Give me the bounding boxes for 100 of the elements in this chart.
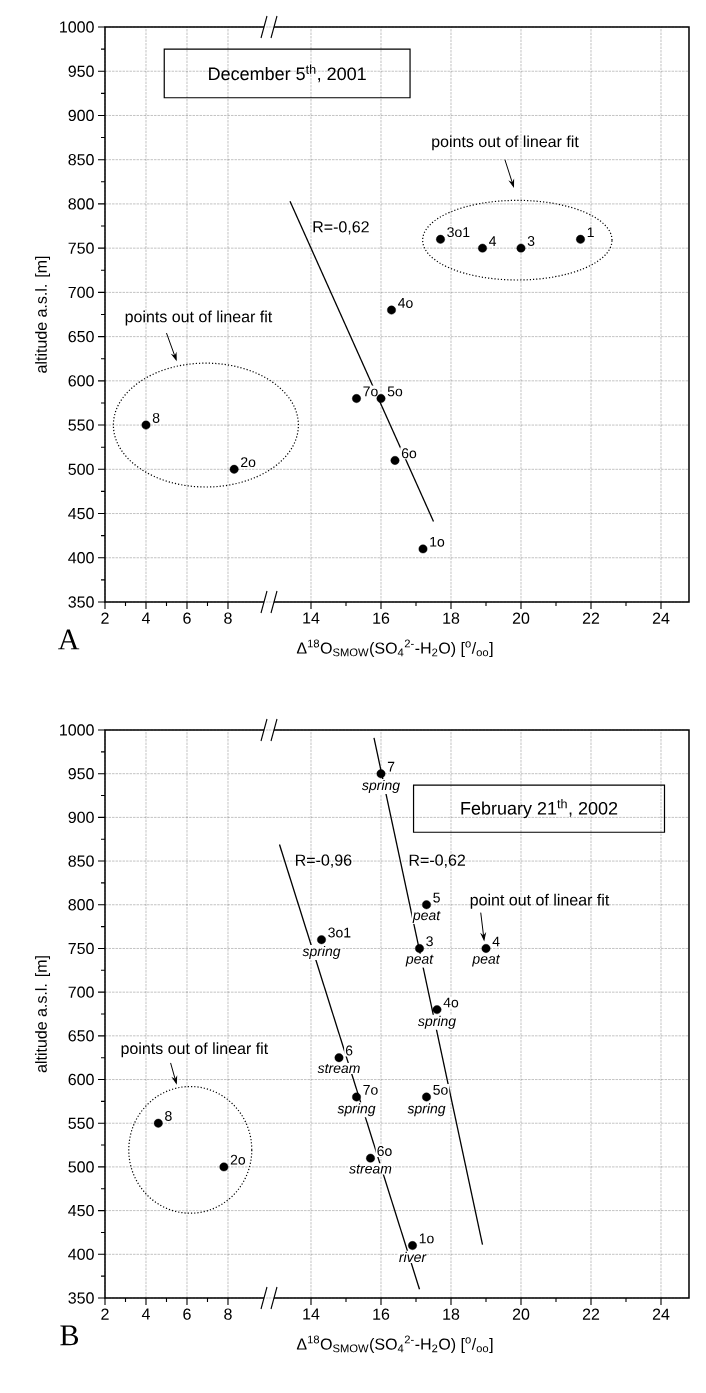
point bbox=[390, 456, 400, 465]
point bbox=[376, 769, 386, 779]
point bbox=[422, 900, 431, 910]
point bbox=[387, 305, 396, 315]
y-tick-label: 650 bbox=[68, 1030, 94, 1042]
annotation: 2o bbox=[230, 1154, 246, 1165]
point bbox=[422, 1092, 431, 1102]
annotation: spring bbox=[302, 945, 341, 959]
annotation: 8 bbox=[165, 1111, 172, 1122]
annotation: 4 bbox=[492, 936, 500, 947]
point bbox=[334, 1053, 344, 1063]
y-tick-label: 900 bbox=[68, 109, 94, 122]
point bbox=[352, 394, 361, 403]
point bbox=[432, 1005, 442, 1015]
y-tick-label: 1000 bbox=[60, 724, 94, 736]
text: Δ$^{18}$O$_{SMOW}$(SO$_{4}$$^{2-}$-H$_{2}$O) [$^{o}$/$_{oo}$] bbox=[296, 1335, 493, 1353]
annotation: 4o bbox=[443, 997, 459, 1008]
x-tick-label: 6 bbox=[183, 1308, 191, 1320]
annotation: 1o bbox=[419, 1233, 434, 1244]
x-tick-label: 2 bbox=[101, 1308, 109, 1320]
annotation: 3o1 bbox=[447, 227, 470, 238]
annotation: 3o1 bbox=[328, 927, 351, 938]
x-tick-label: 14 bbox=[303, 1308, 320, 1320]
annotation: stream bbox=[317, 1063, 360, 1074]
x-tick-label: 22 bbox=[582, 1308, 600, 1320]
x-tick-label: 16 bbox=[373, 1308, 390, 1320]
point bbox=[408, 1241, 417, 1250]
annotation: 6o bbox=[377, 1146, 392, 1156]
point bbox=[418, 544, 428, 554]
annotation: spring bbox=[417, 1015, 456, 1029]
annotation: peat bbox=[405, 954, 434, 967]
y-tick-label: 400 bbox=[68, 1248, 94, 1260]
y-tick-label: 550 bbox=[68, 419, 94, 431]
point bbox=[317, 935, 326, 945]
annotation: 1o bbox=[430, 536, 445, 547]
y-axis-title: altitude a.s.l. [m] bbox=[35, 956, 51, 1073]
y-tick-label: 500 bbox=[68, 1161, 94, 1173]
annotation: 5o bbox=[433, 1085, 448, 1095]
text: Δ$^{18}$O$_{SMOW}$(SO$_{4}$$^{2-}$-H$_{2}$O) [$^{o}$/$_{oo}$] bbox=[296, 639, 493, 657]
annotation: 7o bbox=[363, 386, 378, 397]
x-tick-label: 8 bbox=[224, 1308, 232, 1320]
annotation: 3 bbox=[426, 936, 433, 947]
y-tick-label: 850 bbox=[68, 154, 94, 166]
x-tick-label: 24 bbox=[652, 612, 670, 624]
x-tick-label: 20 bbox=[512, 612, 530, 624]
y-tick-label: 950 bbox=[68, 768, 94, 780]
annotation: 6 bbox=[345, 1045, 353, 1056]
annotation: 1 bbox=[587, 227, 594, 238]
annotation: point out of linear fit bbox=[470, 893, 610, 909]
x-tick-label: 4 bbox=[141, 1308, 150, 1320]
y-tick-label: 900 bbox=[68, 811, 94, 824]
x-tick-label: 14 bbox=[303, 612, 320, 624]
point bbox=[352, 1092, 361, 1102]
annotation: R=-0,62 bbox=[313, 221, 369, 235]
annotation: 7 bbox=[387, 761, 395, 772]
annotation: river bbox=[399, 1251, 427, 1263]
text: December 5$^{th}$, 2001 bbox=[209, 64, 366, 83]
annotation: R=-0,96 bbox=[296, 854, 352, 868]
annotation: 8 bbox=[152, 412, 160, 423]
y-tick-label: 550 bbox=[68, 1117, 94, 1129]
annotation: 4 bbox=[489, 236, 497, 246]
text: A bbox=[58, 629, 80, 650]
y-tick-label: 800 bbox=[68, 198, 94, 210]
x-tick-label: 22 bbox=[582, 612, 600, 624]
x-tick-label: 6 bbox=[183, 612, 191, 624]
annotation: points out of linear fit bbox=[121, 1042, 269, 1058]
x-tick-label: 16 bbox=[373, 612, 390, 624]
point bbox=[415, 944, 424, 953]
y-tick-label: 600 bbox=[68, 375, 94, 387]
point bbox=[376, 394, 386, 403]
x-tick-label: 8 bbox=[224, 612, 232, 624]
y-tick-label: 350 bbox=[68, 596, 94, 608]
x-tick-label: 4 bbox=[141, 612, 150, 624]
annotation: points out of linear fit bbox=[125, 310, 273, 326]
y-tick-label: 350 bbox=[68, 1292, 94, 1304]
annotation: R=-0,62 bbox=[409, 854, 465, 868]
annotation: 5 bbox=[433, 892, 440, 903]
y-tick-label: 650 bbox=[68, 330, 94, 343]
annotation: spring bbox=[407, 1103, 446, 1117]
y-axis-title: altitude a.s.l. [m] bbox=[35, 256, 51, 373]
y-tick-label: 750 bbox=[68, 942, 94, 955]
y-tick-label: 950 bbox=[68, 65, 94, 77]
x-tick-label: 24 bbox=[652, 1308, 670, 1320]
x-tick-label: 18 bbox=[443, 1308, 460, 1320]
x-tick-label: 20 bbox=[512, 1308, 530, 1320]
y-tick-label: 600 bbox=[68, 1073, 94, 1086]
text: February 21$^{th}$, 2002 bbox=[461, 799, 618, 819]
annotation: 7o bbox=[363, 1085, 378, 1095]
annotation: 4o bbox=[398, 298, 413, 308]
annotation: spring bbox=[337, 1103, 376, 1117]
annotation: 2o bbox=[241, 457, 256, 468]
point bbox=[576, 234, 585, 244]
y-tick-label: 850 bbox=[68, 855, 94, 867]
point bbox=[436, 234, 445, 244]
annotation: spring bbox=[361, 779, 400, 793]
point bbox=[366, 1153, 375, 1163]
annotation: points out of linear fit bbox=[432, 135, 579, 151]
annotation: peat bbox=[472, 954, 501, 967]
y-tick-label: 800 bbox=[68, 899, 94, 911]
annotation: peat bbox=[412, 910, 441, 923]
